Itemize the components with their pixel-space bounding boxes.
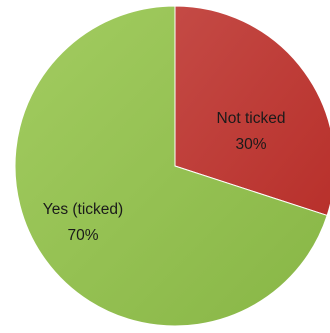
slice-category-label: Yes (ticked) bbox=[43, 201, 123, 218]
slice-value-label: 30% bbox=[235, 136, 266, 153]
slice-category-label: Not ticked bbox=[217, 110, 286, 127]
pie-labels: Not ticked 30% Yes (ticked) 70% bbox=[43, 110, 286, 244]
pie-slices bbox=[14, 5, 330, 327]
slice-value-label: 70% bbox=[67, 227, 98, 244]
pie-slice-not-ticked bbox=[174, 5, 330, 217]
pie-slice-yes-ticked bbox=[14, 5, 328, 327]
